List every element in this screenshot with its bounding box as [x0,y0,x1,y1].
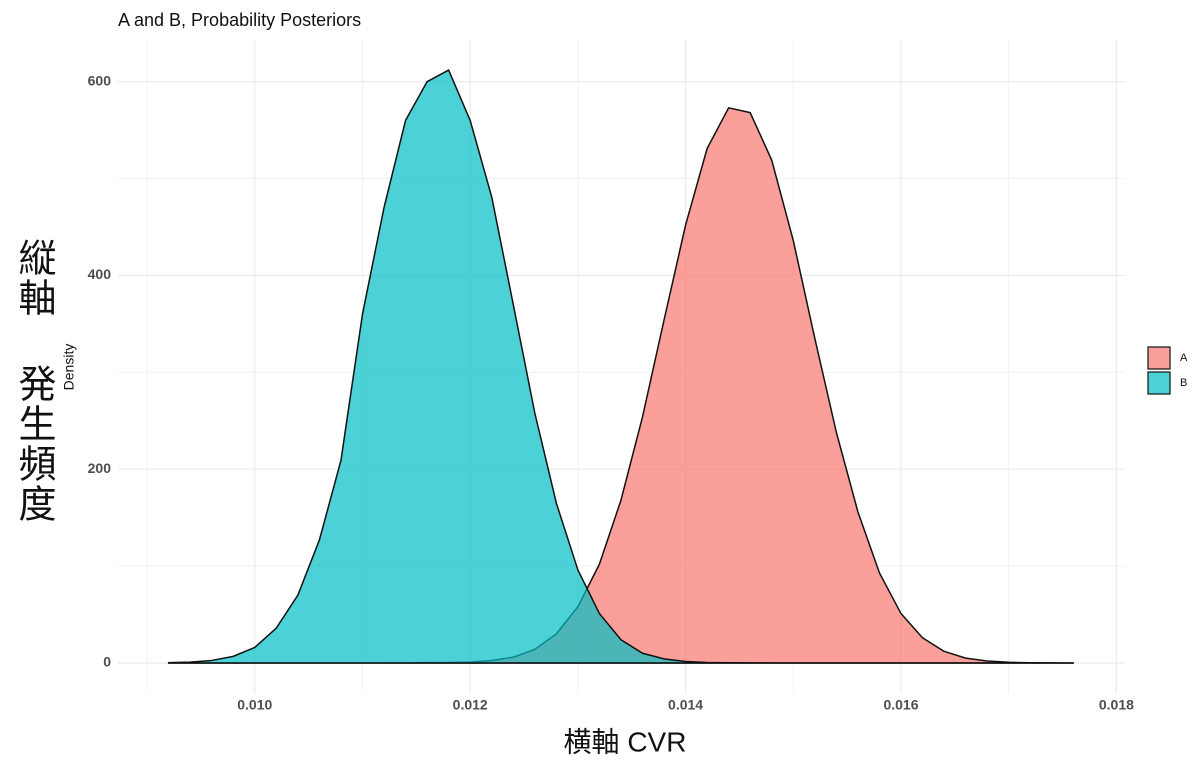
x-tick-label: 0.018 [1099,697,1134,713]
x-tick-label: 0.014 [668,697,703,713]
y-tick-label: 0 [103,654,111,670]
y-tick-label: 400 [88,266,112,282]
x-axis-label: 横軸 CVR [564,726,687,757]
x-tick-label: 0.010 [237,697,272,713]
x-tick-label: 0.016 [883,697,918,713]
legend-label: B [1180,377,1187,389]
legend-label: A [1180,352,1188,364]
y-axis-label: 縦軸 発生頻度 [12,238,56,524]
legend-key [1147,371,1171,395]
y-tick-label: 200 [88,460,112,476]
y-axis-sublabel: Density [61,344,77,391]
legend-key [1147,346,1171,370]
density-area [167,69,1075,664]
x-tick-label: 0.012 [453,697,488,713]
chart-title: A and B, Probability Posteriors [118,10,361,30]
y-tick-label: 600 [88,72,112,88]
